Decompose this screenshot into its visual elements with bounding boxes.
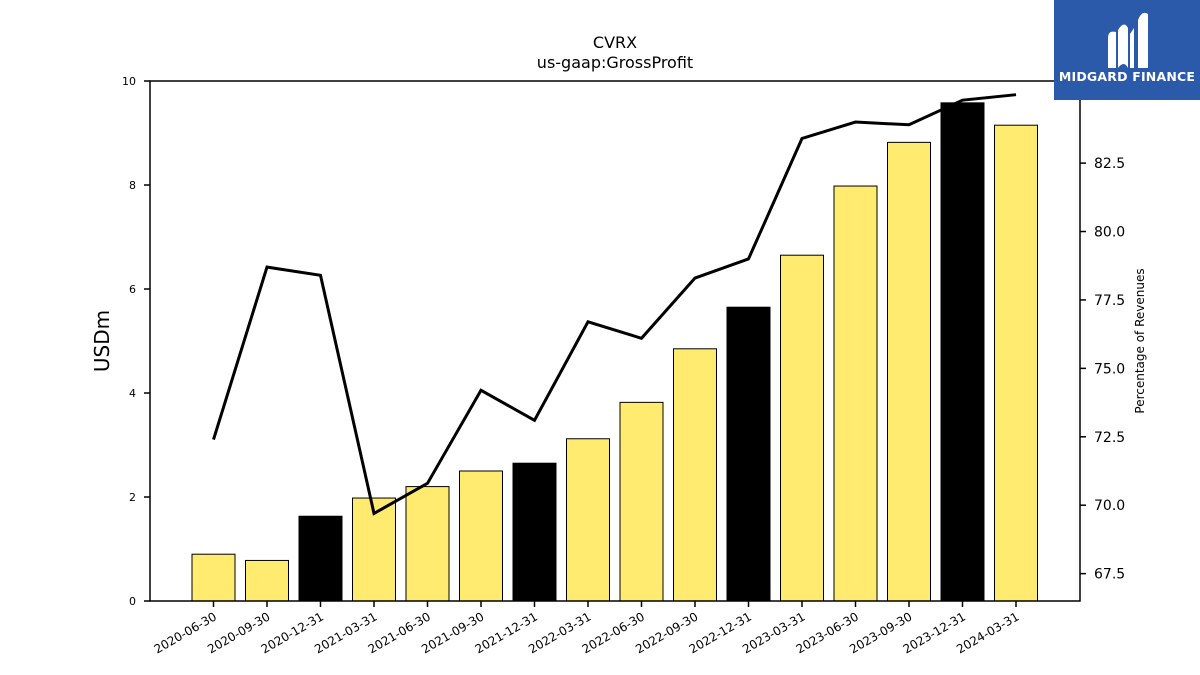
y2-tick-label: 75.0 xyxy=(1094,361,1125,377)
bar xyxy=(245,559,289,602)
bar xyxy=(887,141,931,602)
y2-tick-label: 72.5 xyxy=(1094,430,1125,446)
y-axis-label: USDm xyxy=(90,310,114,372)
logo-text: MIDGARD FINANCE xyxy=(1058,69,1196,84)
bar xyxy=(833,185,878,602)
y-tick-label: 8 xyxy=(129,179,136,192)
bar xyxy=(512,462,557,602)
bar xyxy=(780,254,824,602)
bar xyxy=(994,124,1038,602)
y-tick-label: 2 xyxy=(129,491,136,504)
y2-tick-label: 70.0 xyxy=(1094,498,1125,514)
y-tick-label: 6 xyxy=(129,283,136,296)
y2-tick-label: 77.5 xyxy=(1094,293,1125,309)
bar xyxy=(352,497,396,602)
bar xyxy=(673,348,717,602)
chart-title: CVRX xyxy=(593,33,637,52)
chart-subtitle: us-gaap:GrossProfit xyxy=(537,53,693,72)
midgard-logo-icon xyxy=(1108,12,1148,69)
bar xyxy=(191,553,236,602)
y-axis-left: 0 2 4 6 8 10 xyxy=(122,75,150,608)
y2-tick-label: 80.0 xyxy=(1094,225,1125,241)
y2-tick-label: 67.5 xyxy=(1094,567,1125,583)
y2-tick-label: 82.5 xyxy=(1094,156,1125,172)
bar xyxy=(405,486,450,602)
x-axis: 2020-06-302020-09-302020-12-312021-03-31… xyxy=(152,601,1022,656)
series-line xyxy=(212,93,1017,516)
line-group xyxy=(212,93,1017,516)
bar xyxy=(566,438,610,602)
y-tick-label: 10 xyxy=(122,75,136,88)
bar xyxy=(459,470,503,602)
midgard-finance-logo: MIDGARD FINANCE xyxy=(1054,0,1200,100)
y2-axis-label: Percentage of Revenues xyxy=(1133,268,1147,413)
plot-frame xyxy=(149,80,1081,602)
bar xyxy=(940,102,985,602)
bar xyxy=(619,401,664,602)
bar xyxy=(726,306,771,602)
bar xyxy=(298,515,343,602)
y-tick-label: 4 xyxy=(129,387,136,400)
y-tick-label: 0 xyxy=(129,595,136,608)
bars-group xyxy=(191,102,1038,602)
y-axis-right: 67.570.072.575.077.580.082.585.0 xyxy=(1080,88,1125,583)
